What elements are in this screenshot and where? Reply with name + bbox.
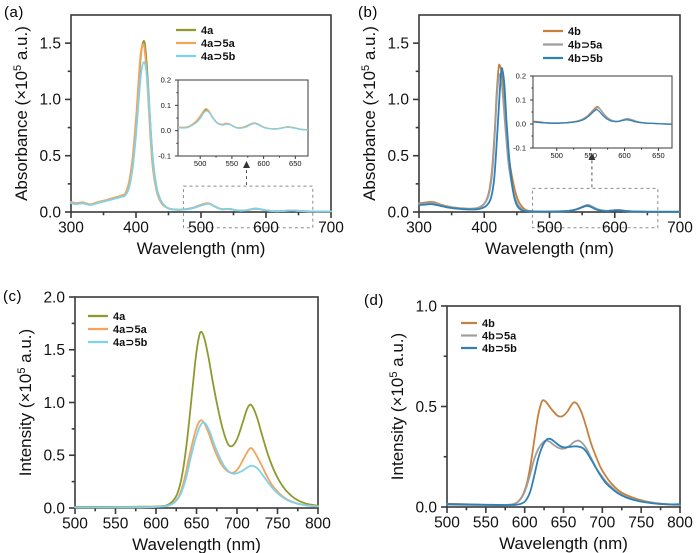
svg-text:400: 400 xyxy=(471,219,497,236)
svg-text:4a⊃5b: 4a⊃5b xyxy=(201,51,236,63)
svg-text:550: 550 xyxy=(473,514,499,531)
svg-text:4b: 4b xyxy=(482,318,495,330)
svg-text:0.5: 0.5 xyxy=(387,148,409,165)
svg-text:700: 700 xyxy=(667,219,693,236)
svg-text:650: 650 xyxy=(652,151,665,160)
panel-b: (b) 300 400 500 600 700 0.0 0.5 1.0 1.5 Wavelengt… xyxy=(350,0,700,280)
svg-text:1.5: 1.5 xyxy=(39,35,61,52)
svg-text:500: 500 xyxy=(188,219,214,236)
svg-text:0.0: 0.0 xyxy=(161,126,171,135)
svg-text:Absorbance (×105 a.u.): Absorbance (×105 a.u.) xyxy=(360,26,379,201)
svg-text:0.0: 0.0 xyxy=(387,204,409,221)
svg-text:4a⊃5a: 4a⊃5a xyxy=(201,38,236,50)
svg-text:0.5: 0.5 xyxy=(415,399,437,416)
svg-text:4b⊃5a: 4b⊃5a xyxy=(482,330,517,342)
svg-text:0.1: 0.1 xyxy=(516,96,526,105)
svg-text:800: 800 xyxy=(667,514,693,531)
svg-text:500: 500 xyxy=(537,219,563,236)
svg-text:-0.1: -0.1 xyxy=(513,144,526,153)
svg-text:4a⊃5a: 4a⊃5a xyxy=(113,324,148,336)
svg-text:4a: 4a xyxy=(201,25,214,37)
svg-text:550: 550 xyxy=(584,151,597,160)
svg-text:1.0: 1.0 xyxy=(387,92,409,109)
svg-text:500: 500 xyxy=(550,151,563,160)
svg-text:650: 650 xyxy=(184,515,210,532)
panel-b-label: (b) xyxy=(358,4,378,21)
svg-text:0.5: 0.5 xyxy=(43,448,65,465)
svg-text:750: 750 xyxy=(265,515,291,532)
svg-text:1.5: 1.5 xyxy=(387,35,409,52)
svg-text:600: 600 xyxy=(602,219,628,236)
svg-text:0.5: 0.5 xyxy=(39,148,61,165)
svg-text:550: 550 xyxy=(226,159,239,168)
svg-text:4b: 4b xyxy=(568,26,581,38)
svg-text:600: 600 xyxy=(618,151,631,160)
svg-text:300: 300 xyxy=(58,219,84,236)
svg-text:750: 750 xyxy=(628,514,654,531)
svg-text:500: 500 xyxy=(62,515,88,532)
svg-text:0.0: 0.0 xyxy=(43,500,65,517)
svg-text:800: 800 xyxy=(305,515,331,532)
svg-text:600: 600 xyxy=(257,159,270,168)
panel-d: (d) 500 550 600 650 700 750 800 0.0 0.5 1.0 Wavele… xyxy=(350,280,700,553)
panel-a: (a) 300 400 500 600 700 0.0 0.5 1.0 1.5 Wavelengt… xyxy=(0,0,350,280)
svg-text:650: 650 xyxy=(551,514,577,531)
svg-text:Wavelength (nm): Wavelength (nm) xyxy=(485,239,614,258)
svg-text:4b⊃5a: 4b⊃5a xyxy=(568,39,603,51)
svg-text:600: 600 xyxy=(253,219,279,236)
svg-text:700: 700 xyxy=(224,515,250,532)
svg-text:300: 300 xyxy=(406,219,432,236)
svg-text:Wavelength (nm): Wavelength (nm) xyxy=(132,535,261,553)
panel-a-label: (a) xyxy=(4,4,24,21)
svg-text:600: 600 xyxy=(512,514,538,531)
svg-text:Intensity (×105 a.u.): Intensity (×105 a.u.) xyxy=(388,333,407,480)
panel-c-chart: 500 550 600 650 700 750 800 0.0 0.5 1.0 1.5 2.0 Wave… xyxy=(16,289,331,553)
svg-text:1.0: 1.0 xyxy=(415,298,437,315)
svg-text:400: 400 xyxy=(123,219,149,236)
svg-text:0.1: 0.1 xyxy=(161,101,171,110)
svg-text:4a: 4a xyxy=(113,311,126,323)
svg-text:0.0: 0.0 xyxy=(39,204,61,221)
svg-text:500: 500 xyxy=(194,159,207,168)
svg-text:700: 700 xyxy=(589,514,615,531)
panel-d-chart: 500 550 600 650 700 750 800 0.0 0.5 1.0 Wavelength… xyxy=(388,298,693,553)
panel-a-chart: 300 400 500 600 700 0.0 0.5 1.0 1.5 Wavelength (n… xyxy=(12,14,344,258)
svg-text:0.0: 0.0 xyxy=(415,499,437,516)
svg-text:0.2: 0.2 xyxy=(161,76,171,85)
svg-text:4b⊃5b: 4b⊃5b xyxy=(482,343,517,355)
panel-c: (c) 500 550 600 650 700 750 800 0.0 0.5 1.0 1.5 2.0… xyxy=(0,280,350,553)
svg-text:Absorbance (×105 a.u.): Absorbance (×105 a.u.) xyxy=(12,26,31,201)
svg-text:550: 550 xyxy=(103,515,129,532)
svg-text:Wavelength (nm): Wavelength (nm) xyxy=(499,534,628,553)
svg-text:Wavelength (nm): Wavelength (nm) xyxy=(137,239,266,258)
svg-text:4b⊃5b: 4b⊃5b xyxy=(568,53,603,65)
panel-b-chart: 300 400 500 600 700 0.0 0.5 1.0 1.5 Wavelength (n… xyxy=(360,14,693,258)
svg-text:500: 500 xyxy=(434,514,460,531)
panel-d-label: (d) xyxy=(364,292,384,309)
svg-text:600: 600 xyxy=(143,515,169,532)
svg-text:Intensity (×105 a.u.): Intensity (×105 a.u.) xyxy=(16,329,35,476)
svg-text:1.0: 1.0 xyxy=(43,395,65,412)
svg-text:1.5: 1.5 xyxy=(43,342,65,359)
svg-text:700: 700 xyxy=(318,219,344,236)
svg-text:0.2: 0.2 xyxy=(516,72,526,81)
svg-text:650: 650 xyxy=(289,159,302,168)
svg-text:0.0: 0.0 xyxy=(516,120,526,129)
svg-text:-0.1: -0.1 xyxy=(158,152,171,161)
svg-text:4a⊃5b: 4a⊃5b xyxy=(113,337,148,349)
panel-c-label: (c) xyxy=(3,288,22,305)
svg-text:1.0: 1.0 xyxy=(39,92,61,109)
svg-text:2.0: 2.0 xyxy=(43,289,65,306)
